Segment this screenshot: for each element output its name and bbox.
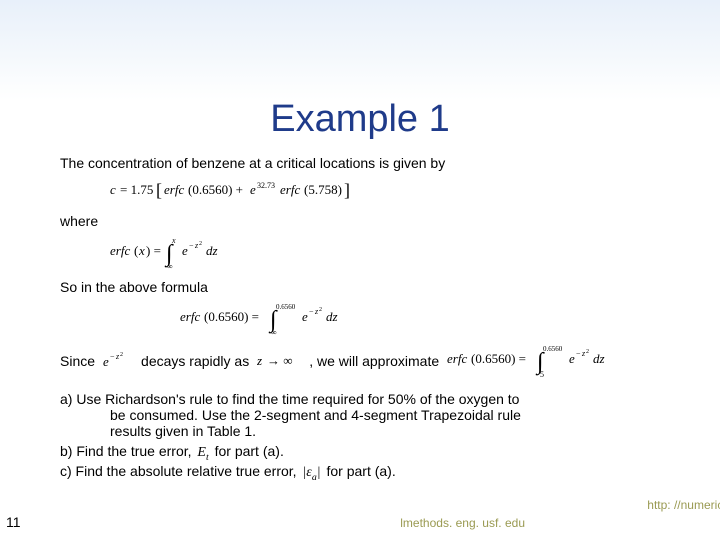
formula-ea: |εa| (300, 465, 322, 480)
formula-et: Et (195, 445, 210, 460)
so-text: So in the above formula (60, 279, 700, 295)
formula-erfc-val: erfc (0.6560) = ∫ 0.6560 ∞ e − z 2 dz (60, 301, 700, 337)
slide-title: Example 1 (0, 98, 720, 141)
part-a-cont2: results given in Table 1. (60, 423, 700, 439)
svg-text:(5.758): (5.758) (304, 182, 342, 197)
part-b-lead: b) Find the true error, (60, 443, 195, 459)
footer-url-1: http: //numerica (647, 498, 720, 512)
svg-text:x: x (138, 243, 145, 258)
svg-text:→ ∞: → ∞ (267, 353, 293, 368)
svg-text:0.6560: 0.6560 (543, 345, 563, 353)
since-2: decays rapidly as (141, 353, 249, 369)
svg-text:]: ] (344, 180, 350, 200)
since-1: Since (60, 353, 95, 369)
where-text: where (60, 213, 700, 229)
svg-text:(: ( (134, 243, 138, 258)
svg-text:(0.6560) +: (0.6560) + (188, 182, 243, 197)
part-c: c) Find the absolute relative true error… (60, 463, 700, 483)
page-number: 11 (6, 514, 21, 530)
svg-text:e: e (250, 182, 256, 197)
part-b-tail: for part (a). (211, 443, 284, 459)
svg-text:= 1.75: = 1.75 (120, 182, 153, 197)
svg-text:erfc: erfc (180, 309, 200, 324)
svg-text:∞: ∞ (271, 328, 277, 337)
svg-text:−: − (309, 307, 314, 316)
svg-text:erfc: erfc (110, 243, 130, 258)
svg-text:0.6560: 0.6560 (276, 303, 296, 311)
svg-text:erfc: erfc (280, 182, 300, 197)
svg-text:−: − (189, 241, 194, 250)
svg-text:5: 5 (540, 370, 544, 379)
svg-text:2: 2 (586, 349, 589, 355)
svg-text:e: e (103, 354, 109, 369)
svg-text:dz: dz (593, 351, 605, 366)
svg-text:dz: dz (206, 243, 218, 258)
footer-url-2: lmethods. eng. usf. edu (400, 516, 525, 530)
svg-text:2: 2 (319, 307, 322, 313)
svg-text:c: c (110, 182, 116, 197)
svg-text:∞: ∞ (167, 262, 173, 271)
svg-text:dz: dz (326, 309, 338, 324)
formula-approx: erfc (0.6560) = ∫ 0.6560 5 e − z 2 dz (447, 343, 627, 379)
since-3: , we will approximate (309, 353, 439, 369)
svg-text:e: e (182, 243, 188, 258)
svg-text:e: e (302, 309, 308, 324)
svg-text:) =: ) = (146, 243, 161, 258)
svg-text:x: x (171, 236, 176, 245)
svg-text:(0.6560) =: (0.6560) = (471, 351, 526, 366)
part-a-lead: a) Use Richardson's rule to find the tim… (60, 391, 700, 407)
formula-zinf: z → ∞ (257, 352, 301, 370)
svg-text:−: − (576, 349, 581, 358)
svg-text:2: 2 (120, 352, 123, 358)
svg-text:z: z (257, 353, 262, 368)
part-c-tail: for part (a). (323, 463, 396, 479)
svg-text:[: [ (156, 180, 162, 200)
svg-text:2: 2 (199, 241, 202, 247)
part-b: b) Find the true error, Et for part (a). (60, 443, 700, 463)
svg-text:−: − (110, 352, 115, 361)
formula-decay: e − z 2 (103, 350, 133, 372)
part-c-lead: c) Find the absolute relative true error… (60, 463, 300, 479)
part-a-cont1: be consumed. Use the 2-segment and 4-seg… (60, 407, 700, 423)
intro-text: The concentration of benzene at a critic… (60, 155, 700, 171)
formula-erfc-def: erfc ( x ) = ∫ x ∞ e − z 2 dz (60, 235, 700, 271)
svg-text:e: e (569, 351, 575, 366)
formula-c: c = 1.75 [ erfc (0.6560) + e 32.73 erfc … (60, 177, 700, 205)
svg-text:32.73: 32.73 (257, 181, 275, 190)
svg-text:erfc: erfc (447, 351, 467, 366)
svg-text:(0.6560) =: (0.6560) = (204, 309, 259, 324)
svg-text:erfc: erfc (164, 182, 184, 197)
